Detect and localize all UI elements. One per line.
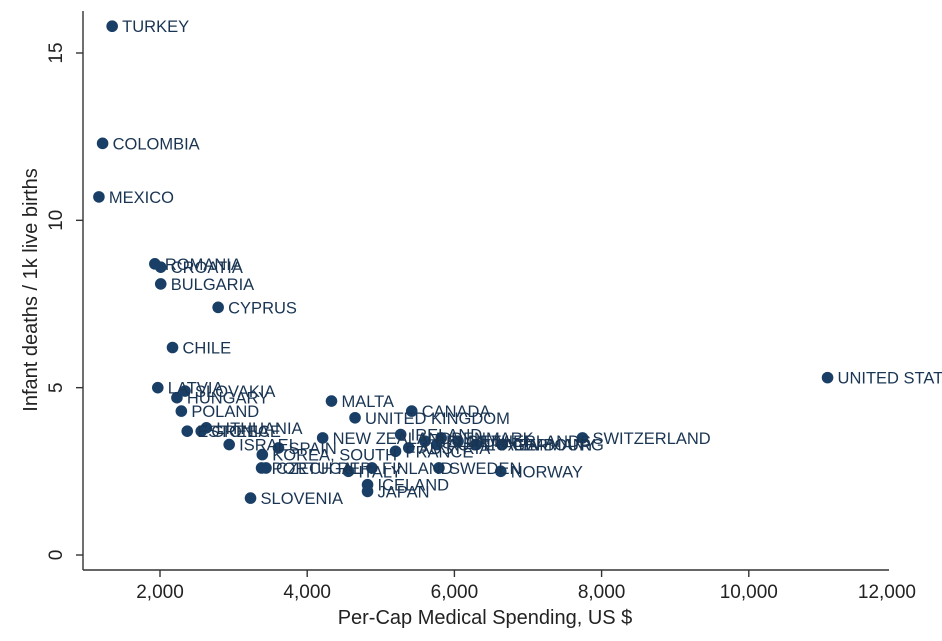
point-mexico bbox=[93, 191, 105, 203]
point-label-estonia: ESTONIA bbox=[197, 423, 269, 441]
point-austria bbox=[402, 442, 415, 454]
point-hungary bbox=[171, 391, 183, 404]
point-malta bbox=[325, 395, 338, 407]
point-finland bbox=[366, 462, 378, 474]
point-slovakia bbox=[179, 385, 191, 397]
x-tick-label: 12,000 bbox=[858, 582, 916, 603]
point-label-belgium: BELGIUM bbox=[435, 433, 509, 451]
point-label-australia: AUSTRALIA bbox=[447, 437, 539, 455]
point-luxembourg bbox=[470, 438, 483, 451]
point-label-croatia: CROATIA bbox=[171, 259, 243, 277]
point-new-zealand bbox=[316, 432, 329, 444]
point-label-norway: NORWAY bbox=[511, 463, 583, 481]
x-tick-label: 4,000 bbox=[283, 582, 331, 603]
point-label-colombia: COLOMBIA bbox=[113, 135, 200, 153]
point-label-ireland: IRELAND bbox=[411, 427, 483, 445]
point-label-greece: GREECE bbox=[211, 423, 281, 441]
point-turkey bbox=[106, 20, 118, 33]
point-label-cyprus: CYPRUS bbox=[228, 299, 297, 317]
point-label-united-kingdom: UNITED KINGDOM bbox=[365, 410, 510, 428]
point-label-israel: ISRAEL bbox=[239, 437, 298, 455]
point-norway bbox=[494, 465, 507, 478]
y-tick-label: 10 bbox=[46, 210, 67, 231]
point-label-latvia: LATVIA bbox=[168, 380, 224, 398]
point-united-states bbox=[821, 371, 834, 384]
data-labels: TURKEY COLOMBIA MEXICO ROMANIACROATIABULGAR… bbox=[109, 18, 942, 508]
point-estonia bbox=[181, 425, 194, 437]
point-label-romania: ROMANIA bbox=[165, 256, 242, 274]
point-label-slovenia: SLOVENIA bbox=[261, 490, 344, 508]
point-label-spain: SPAIN bbox=[288, 440, 336, 458]
point-ireland bbox=[394, 428, 407, 441]
point-israel bbox=[223, 438, 235, 451]
point-label-chile: CHILE bbox=[183, 340, 232, 358]
point-label-iceland: ICELAND bbox=[378, 477, 450, 495]
point-poland bbox=[175, 405, 188, 417]
y-tick-label: 15 bbox=[46, 42, 67, 63]
x-tick-label: 2,000 bbox=[136, 582, 184, 603]
point-denmark bbox=[435, 432, 447, 444]
point-belgium bbox=[419, 435, 431, 448]
point-croatia bbox=[154, 261, 167, 273]
point-label-korea-south: KOREA, SOUTH bbox=[272, 447, 397, 465]
point-label-poland: POLAND bbox=[191, 403, 259, 421]
x-tick-label: 6,000 bbox=[431, 582, 479, 603]
point-netherlands bbox=[452, 435, 464, 448]
point-canada bbox=[405, 405, 418, 417]
point-chile bbox=[166, 341, 179, 354]
point-italy bbox=[342, 465, 355, 478]
point-switzerland bbox=[576, 432, 589, 444]
point-label-bulgaria: BULGARIA bbox=[171, 276, 254, 294]
point-label-new-zealand: NEW ZEALAND bbox=[333, 430, 452, 448]
point-label-united-states: UNITED STATES bbox=[838, 370, 942, 388]
axes bbox=[82, 11, 889, 571]
point-czech-rep bbox=[260, 462, 272, 474]
x-tick-label: 8,000 bbox=[578, 582, 626, 603]
point-label-malta: MALTA bbox=[341, 393, 394, 411]
point-germany bbox=[496, 438, 509, 451]
point-label-switzerland: SWITZERLAND bbox=[592, 430, 710, 448]
point-label-denmark: DENMARK bbox=[451, 430, 534, 448]
point-label-czech-rep: CZECH REP. bbox=[276, 460, 374, 478]
x-axis-title: Per-Cap Medical Spending, US $ bbox=[338, 607, 633, 629]
y-tick-label: 5 bbox=[46, 382, 67, 393]
point-spain bbox=[272, 442, 285, 454]
point-france bbox=[389, 445, 402, 458]
point-label-austria: AUSTRIA bbox=[419, 440, 491, 458]
point-sweden bbox=[433, 462, 445, 474]
point-united-kingdom bbox=[349, 411, 361, 424]
point-label-mexico: MEXICO bbox=[109, 189, 174, 207]
point-latvia bbox=[151, 381, 164, 394]
point-cyprus bbox=[212, 301, 224, 314]
point-label-sweden: SWEDEN bbox=[449, 460, 521, 478]
axis-ticks: 2,000 4,000 6,000 8,000 10,000 12,000 0 5 10 15 bbox=[46, 42, 916, 603]
x-tick-label: 10,000 bbox=[720, 582, 778, 603]
point-greece bbox=[195, 425, 208, 437]
point-japan bbox=[361, 485, 374, 498]
point-colombia bbox=[96, 137, 109, 150]
point-label-finland: FINLAND bbox=[382, 460, 453, 478]
point-label-slovakia: SLOVAKIA bbox=[195, 383, 275, 401]
point-label-luxembourg: LUXEMBOURG bbox=[486, 437, 603, 455]
point-label-japan: JAPAN bbox=[378, 483, 430, 501]
point-slovenia bbox=[244, 492, 257, 504]
point-label-lithuania: LITHUANIA bbox=[216, 420, 302, 438]
point-label-turkey: TURKEY bbox=[122, 18, 189, 36]
y-tick-label: 0 bbox=[46, 550, 67, 561]
point-label-germany: GERMANY bbox=[512, 437, 595, 455]
point-label-france: FRANCE bbox=[406, 443, 474, 461]
point-label-portugal: PORTUGAL bbox=[272, 460, 362, 478]
point-label-netherlands: NETHERLANDS bbox=[468, 433, 591, 451]
point-label-italy: ITALY bbox=[358, 463, 401, 481]
point-korea-south bbox=[256, 448, 269, 461]
point-bulgaria bbox=[154, 278, 167, 290]
data-points bbox=[93, 20, 834, 504]
point-label-hungary: HUNGARY bbox=[187, 390, 269, 408]
y-axis-title: Infant deaths / 1k live births bbox=[20, 168, 42, 411]
point-label-canada: CANADA bbox=[422, 403, 491, 421]
